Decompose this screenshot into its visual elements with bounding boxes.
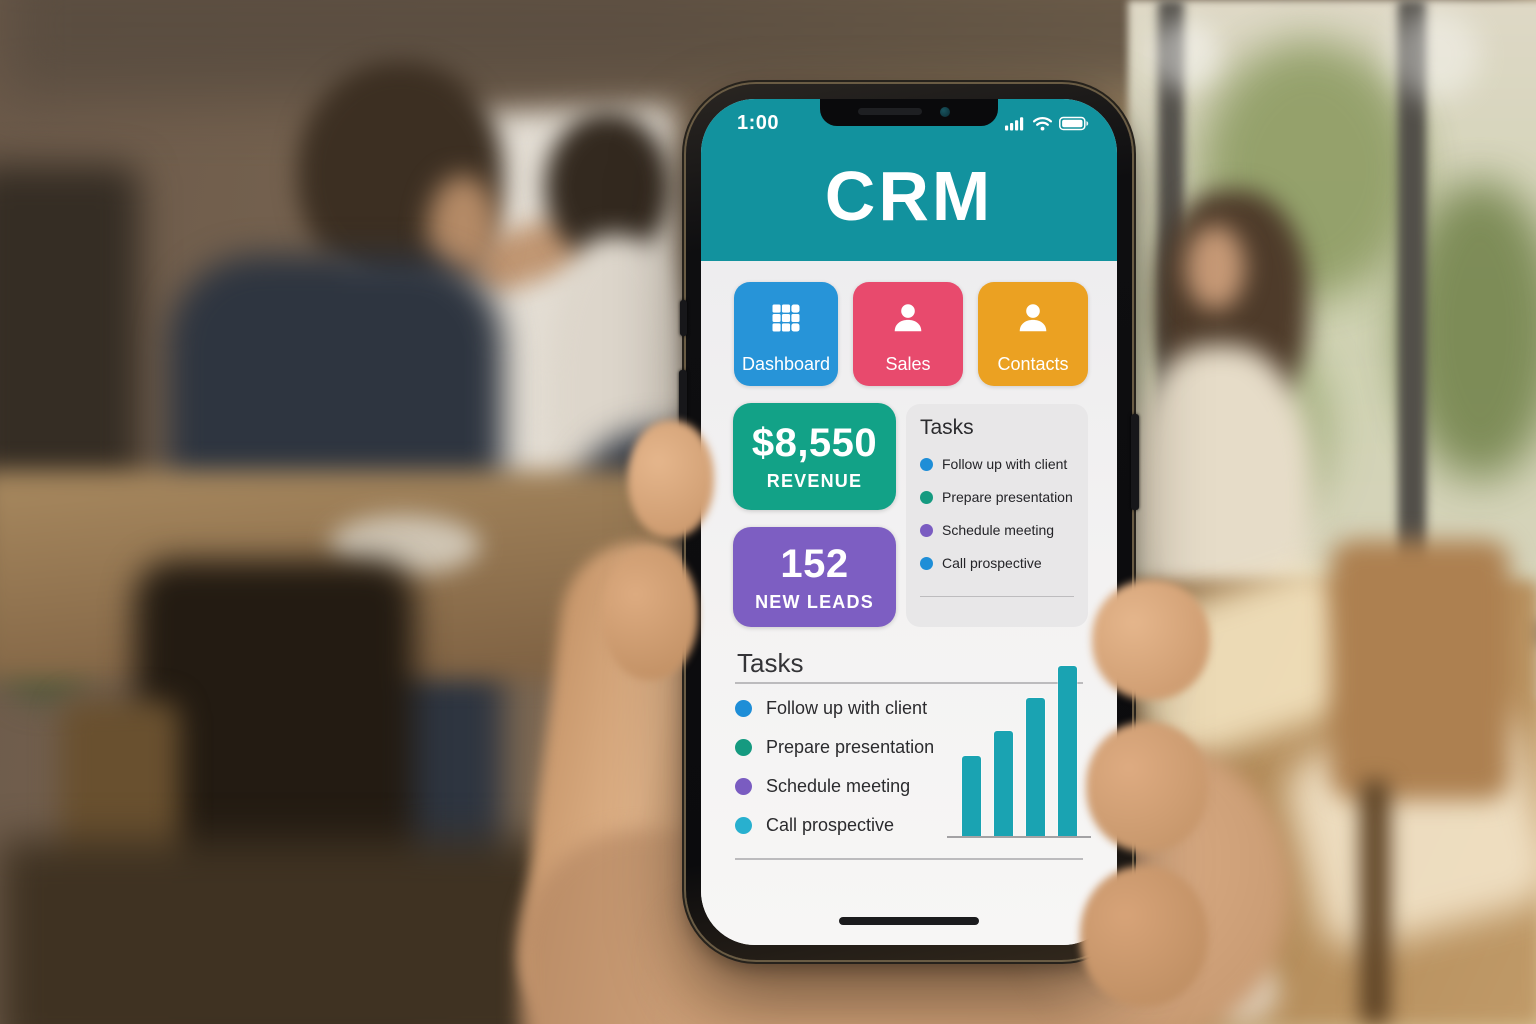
- battery-icon: [1059, 116, 1089, 130]
- phone: 1:00 CRM: [679, 84, 1139, 960]
- tasks-list: Follow up with client Prepare presentati…: [735, 697, 934, 853]
- status-bar: 1:00: [737, 111, 1089, 135]
- fingertip: [602, 548, 698, 680]
- mute-switch: [680, 300, 687, 336]
- task-label: Prepare presentation: [942, 489, 1073, 505]
- bullet-icon: [920, 523, 933, 537]
- revenue-card[interactable]: $8,550 REVENUE: [733, 403, 896, 510]
- nav-button-dashboard[interactable]: Dashboard: [734, 282, 838, 386]
- fingertip: [1080, 866, 1208, 1006]
- power-button: [1131, 414, 1139, 510]
- task-item[interactable]: Follow up with client: [920, 454, 1076, 474]
- leads-label: NEW LEADS: [755, 591, 874, 612]
- task-item[interactable]: Call prospective: [735, 814, 934, 836]
- divider: [735, 858, 1083, 860]
- fingertip: [628, 420, 714, 538]
- task-item[interactable]: Prepare presentation: [920, 487, 1076, 507]
- app-header: 1:00 CRM: [701, 99, 1117, 261]
- tasks-panel: Tasks Follow up with client Prepare pres…: [906, 404, 1088, 627]
- wifi-icon: [1032, 116, 1053, 130]
- nav-button-sales[interactable]: Sales: [853, 282, 963, 386]
- bullet-icon: [920, 490, 933, 504]
- phone-screen: 1:00 CRM: [701, 99, 1117, 945]
- bullet-icon: [920, 556, 933, 570]
- task-label: Call prospective: [942, 555, 1042, 571]
- new-leads-card[interactable]: 152 NEW LEADS: [733, 527, 896, 627]
- task-item[interactable]: Prepare presentation: [735, 736, 934, 758]
- seated-person-face: [1185, 225, 1245, 310]
- status-icons: [1005, 116, 1089, 131]
- bullet-icon: [735, 738, 752, 756]
- bullet-icon: [920, 457, 933, 471]
- revenue-value: $8,550: [751, 421, 878, 465]
- chair: [1330, 540, 1510, 800]
- task-item[interactable]: Call prospective: [920, 553, 1076, 573]
- bullet-icon: [735, 816, 752, 834]
- user-icon: [889, 298, 927, 338]
- signal-icon: [1005, 116, 1024, 130]
- clock: 1:00: [737, 111, 780, 134]
- speaker-slot: [858, 108, 922, 115]
- leads-value: 152: [780, 541, 849, 586]
- bullet-icon: [735, 699, 752, 717]
- nav-label: Sales: [885, 354, 931, 374]
- bokeh-highlight: [1390, 10, 1480, 100]
- nav-label: Contacts: [997, 354, 1069, 374]
- notch: [820, 99, 998, 126]
- revenue-label: REVENUE: [766, 471, 863, 491]
- task-item[interactable]: Follow up with client: [735, 697, 934, 719]
- task-item[interactable]: Schedule meeting: [920, 520, 1076, 540]
- bar: [1057, 666, 1077, 836]
- task-label: Schedule meeting: [942, 522, 1055, 538]
- task-label: Call prospective: [766, 814, 895, 835]
- front-camera: [940, 107, 950, 117]
- task-label: Schedule meeting: [766, 775, 911, 796]
- tasks-section-title: Tasks: [737, 648, 804, 678]
- bar: [961, 756, 981, 836]
- floor: [0, 840, 620, 1024]
- task-label: Follow up with client: [766, 697, 928, 718]
- nav-label: Dashboard: [741, 354, 831, 374]
- fingertip: [1086, 722, 1208, 852]
- user-icon: [1014, 298, 1052, 338]
- chart-axis-line: [947, 836, 1091, 838]
- bar: [1025, 698, 1045, 836]
- nav-button-contacts[interactable]: Contacts: [978, 282, 1088, 386]
- task-label: Prepare presentation: [766, 736, 935, 757]
- divider: [735, 682, 1083, 684]
- chair-leg: [1360, 780, 1390, 1024]
- task-item[interactable]: Schedule meeting: [735, 775, 934, 797]
- task-label: Follow up with client: [942, 456, 1068, 472]
- divider: [920, 595, 1074, 597]
- bar: [993, 730, 1013, 836]
- bar-chart-bars: [947, 666, 1091, 836]
- bar-chart: [947, 666, 1091, 838]
- fingertip: [1092, 580, 1210, 700]
- bullet-icon: [735, 777, 752, 795]
- tasks-panel-title: Tasks: [920, 416, 974, 439]
- app-title: CRM: [824, 157, 994, 235]
- bokeh-highlight: [1150, 20, 1220, 90]
- home-indicator[interactable]: [839, 917, 979, 925]
- app-content: Dashboard Sales Contacts $8,550 R: [701, 261, 1117, 945]
- volume-up-button: [679, 370, 687, 432]
- grid-icon: [768, 298, 804, 338]
